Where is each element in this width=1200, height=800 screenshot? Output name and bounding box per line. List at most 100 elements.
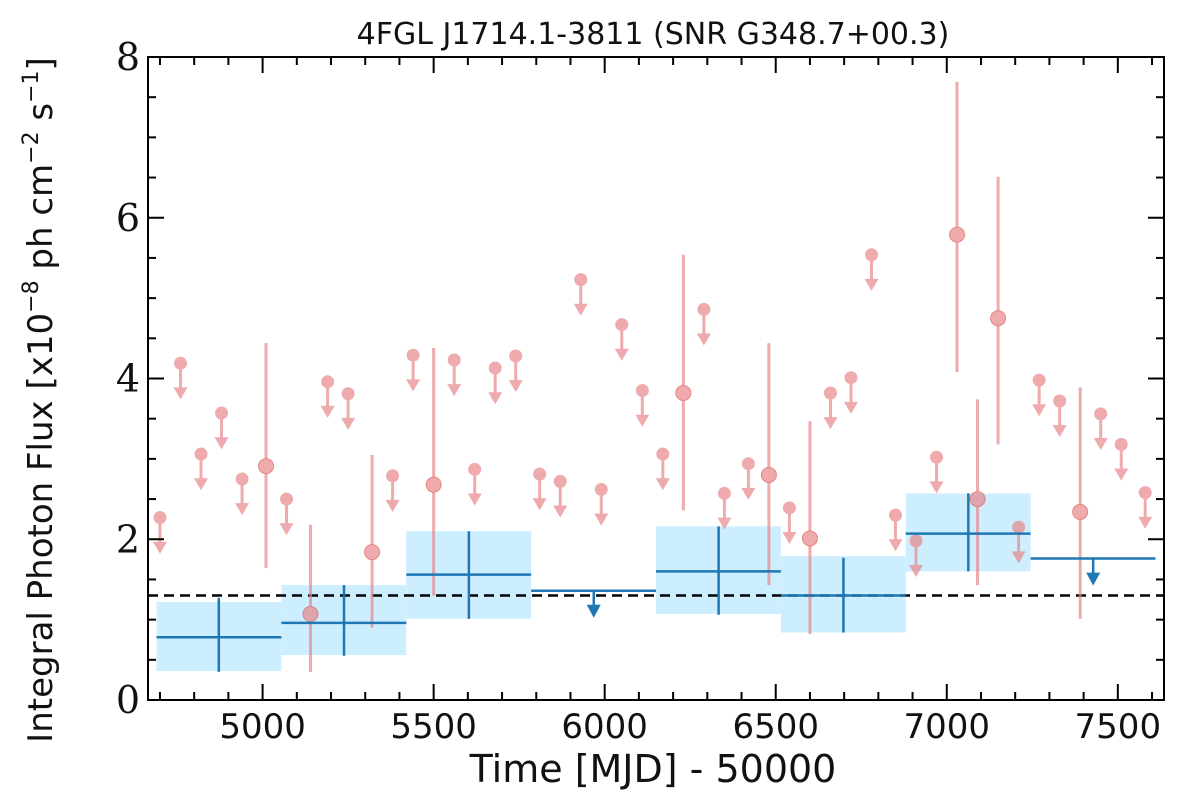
upper-limit-arrow	[320, 405, 335, 418]
monthly-upper-limit	[1093, 407, 1108, 451]
upper-limit-arrow	[1032, 404, 1047, 417]
monthly-detection	[969, 399, 986, 586]
upper-limit-marker	[280, 492, 294, 506]
upper-limit-arrow	[888, 539, 903, 552]
upper-limit-marker	[615, 318, 629, 332]
monthly-upper-limit	[1138, 486, 1153, 529]
monthly-detection	[949, 81, 966, 373]
monthly-upper-limit	[447, 353, 462, 397]
upper-limit-marker	[741, 457, 755, 471]
upper-limit-marker	[1094, 407, 1108, 421]
upper-limit-arrow	[488, 392, 503, 405]
detection-marker	[969, 491, 986, 508]
upper-limit-marker	[386, 469, 400, 483]
monthly-upper-limit	[843, 371, 858, 414]
detection-marker	[990, 310, 1007, 327]
monthly-upper-limit	[717, 486, 732, 530]
monthly-upper-limit	[532, 467, 547, 511]
upper-limit-arrow	[1052, 425, 1067, 438]
upper-limit-arrow	[741, 487, 756, 500]
upper-limit-marker	[697, 302, 711, 316]
yearly-point	[406, 531, 532, 619]
y-label-end: s	[21, 103, 61, 132]
y-label-exp-2: −2	[19, 131, 44, 163]
upper-limit-arrow	[235, 503, 250, 516]
monthly-upper-limit	[888, 508, 903, 552]
upper-limit-marker	[509, 349, 523, 363]
monthly-upper-limit	[235, 472, 250, 516]
monthly-upper-limit	[385, 469, 400, 512]
upper-limit-marker	[823, 386, 837, 400]
upper-limit-arrow	[341, 417, 356, 430]
upper-limit-marker	[447, 353, 461, 367]
upper-limit-marker	[865, 248, 879, 262]
detection-marker	[760, 466, 777, 483]
y-label-main: Integral Photon Flux [x10	[21, 313, 61, 743]
upper-limit-arrow	[152, 541, 167, 554]
y-tick-label: 2	[116, 517, 140, 561]
upper-limit-arrow	[864, 278, 879, 291]
yearly-ul-arrow	[586, 604, 601, 618]
monthly-upper-limit	[279, 492, 294, 536]
upper-limit-marker	[656, 447, 670, 461]
upper-limit-arrow	[508, 380, 523, 393]
upper-limit-arrow	[173, 387, 188, 400]
upper-limit-marker	[235, 472, 249, 486]
yearly-upper-limit	[531, 589, 656, 618]
monthly-detection	[302, 524, 319, 672]
monthly-upper-limit	[908, 534, 923, 578]
monthly-upper-limit	[929, 450, 944, 494]
monthly-upper-limit	[406, 348, 421, 392]
upper-limit-arrow	[843, 401, 858, 414]
monthly-detection	[760, 343, 777, 586]
yearly-point	[156, 597, 282, 672]
upper-limit-marker	[341, 387, 355, 401]
upper-limit-marker	[1012, 520, 1026, 534]
monthly-upper-limit	[467, 462, 482, 506]
upper-limit-marker	[468, 462, 482, 476]
monthly-detection	[425, 347, 442, 596]
yearly-point	[656, 526, 781, 615]
detection-marker	[949, 226, 966, 243]
monthly-upper-limit	[823, 386, 838, 430]
y-tick-label: 4	[116, 357, 140, 401]
monthly-upper-limit	[1032, 373, 1047, 417]
detection-marker	[364, 544, 381, 561]
upper-limit-arrow	[467, 493, 482, 506]
upper-limit-marker	[888, 508, 902, 522]
yearly-point	[780, 557, 906, 633]
yearly-upper-limit	[1030, 557, 1156, 586]
monthly-upper-limit	[741, 457, 756, 500]
axis-ticks: 0 2 4 6 8 5000 5500 6000 6500 7000 7500	[116, 35, 1164, 747]
upper-limit-arrow	[1011, 551, 1026, 564]
monthly-upper-limit	[194, 447, 209, 491]
upper-limit-marker	[717, 486, 731, 500]
monthly-upper-limit	[635, 384, 650, 427]
yearly-ul-arrow	[1086, 572, 1101, 586]
upper-limit-arrow	[614, 348, 629, 361]
upper-limit-arrow	[908, 565, 923, 578]
upper-limit-arrow	[696, 333, 711, 346]
upper-limit-marker	[153, 511, 167, 525]
upper-limit-arrow	[532, 498, 547, 511]
y-axis-label: Integral Photon Flux [x10−8 ph cm−2 s−1]	[19, 57, 61, 743]
upper-limit-arrow	[717, 517, 732, 530]
monthly-upper-limit	[782, 501, 797, 545]
upper-limit-arrow	[929, 481, 944, 494]
upper-limit-marker	[1032, 373, 1046, 387]
detection-marker	[801, 530, 818, 547]
upper-limit-marker	[321, 375, 335, 389]
upper-limit-arrow	[553, 505, 568, 518]
upper-limit-arrow	[1138, 516, 1153, 529]
monthly-detection	[1072, 387, 1089, 619]
upper-limit-arrow	[406, 379, 421, 392]
detection-marker	[302, 605, 319, 622]
monthly-upper-limit	[214, 406, 229, 450]
monthly-upper-limit	[1114, 437, 1129, 481]
monthly-upper-limit	[1011, 520, 1026, 564]
upper-limit-arrow	[214, 437, 229, 450]
monthly-points	[152, 81, 1153, 672]
monthly-upper-limit	[553, 474, 568, 518]
monthly-upper-limit	[341, 387, 356, 430]
